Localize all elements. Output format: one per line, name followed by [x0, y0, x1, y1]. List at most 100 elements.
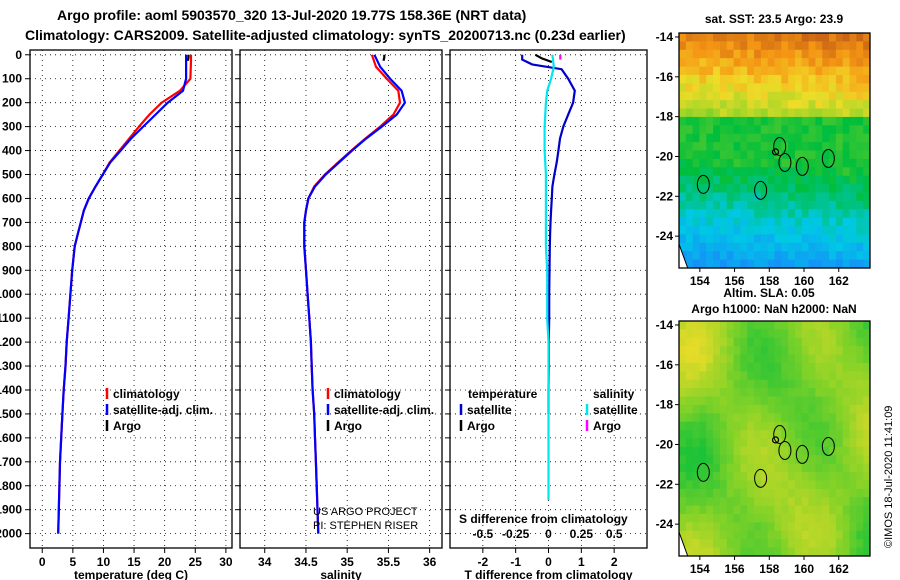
map-cell	[808, 125, 816, 135]
map-cell	[842, 234, 850, 244]
map-cell	[788, 150, 796, 160]
map-cell	[856, 446, 864, 456]
map-cell	[808, 539, 816, 548]
map-cell	[679, 66, 687, 76]
x-tick-label: 20	[158, 555, 172, 569]
map-cell	[733, 150, 741, 160]
x-tick-label: 5	[70, 555, 77, 569]
map-cell	[788, 116, 796, 126]
map-cell	[822, 125, 830, 135]
map-cell	[719, 167, 728, 177]
map-cell	[856, 514, 864, 523]
map-cell	[774, 530, 782, 540]
map-cell	[842, 522, 850, 532]
map-cell	[835, 446, 844, 456]
map-cell	[692, 337, 700, 347]
map-cell	[706, 480, 714, 490]
map-cell	[747, 354, 755, 364]
legend-label: climatology	[113, 387, 180, 401]
map-cell	[726, 150, 734, 160]
map-cell	[699, 184, 707, 193]
map-cell	[747, 530, 755, 540]
map-cell	[835, 200, 844, 210]
map-cell	[685, 116, 694, 126]
map-cell	[692, 175, 700, 185]
map-cell	[713, 430, 721, 439]
map-cell	[685, 217, 694, 227]
map-cell	[699, 209, 707, 219]
map-cell	[713, 58, 721, 67]
map-cell	[774, 234, 782, 244]
map-cell	[699, 547, 707, 557]
map-cell	[794, 167, 803, 177]
map-cell	[706, 242, 714, 252]
map-cell	[726, 346, 734, 355]
map-cell	[794, 200, 803, 210]
map-cell	[733, 446, 741, 456]
map-cell	[849, 217, 857, 227]
map-cell	[733, 388, 741, 397]
map-cell	[760, 91, 769, 101]
map-cell	[829, 404, 837, 414]
map-cell	[815, 167, 823, 177]
map-cell	[801, 396, 810, 406]
map-cell	[829, 192, 837, 202]
x-tick-label: 34.5	[294, 555, 318, 569]
map-cell	[679, 91, 687, 101]
map-cell	[815, 184, 823, 193]
map-cell	[699, 388, 707, 397]
map-cell	[822, 329, 830, 339]
x-axis-label: T difference from climatology	[464, 568, 632, 580]
map-cell	[842, 396, 850, 406]
map-cell	[767, 438, 775, 448]
map-cell	[794, 192, 803, 202]
map-cell	[815, 488, 823, 498]
map-cell	[835, 100, 844, 109]
legend-label: Argo	[467, 419, 495, 433]
map-cell	[767, 184, 775, 193]
map-cell	[733, 396, 741, 406]
map-cell	[849, 539, 857, 548]
map-cell	[856, 116, 864, 126]
sla-map: 154 156 158 160 162-14-16-18-20-22-24Altim. …	[656, 286, 871, 576]
map-cell	[842, 388, 850, 397]
map-cell	[733, 354, 741, 364]
map-cell	[822, 480, 830, 490]
map-cell	[863, 125, 871, 135]
map-cell	[815, 337, 823, 347]
map-cell	[767, 242, 775, 252]
map-cell	[788, 421, 796, 431]
map-cell	[781, 430, 789, 439]
map-cell	[706, 142, 714, 151]
map-cell	[726, 58, 734, 67]
map-cell	[835, 329, 844, 339]
map-cell	[863, 413, 871, 423]
map-cell	[808, 66, 816, 76]
map-cell	[822, 404, 830, 414]
map-cell	[822, 259, 830, 269]
map-cell	[801, 404, 810, 414]
map-cell	[719, 379, 728, 389]
map-cell	[774, 463, 782, 473]
map-cell	[699, 362, 707, 372]
s-tick-label: 0	[545, 527, 552, 541]
map-cell	[679, 41, 687, 51]
map-cell	[733, 514, 741, 523]
map-cell	[740, 539, 748, 548]
map-cell	[863, 530, 871, 540]
map-cell	[774, 108, 782, 118]
map-cell	[815, 74, 823, 84]
map-cell	[842, 329, 850, 339]
map-cell	[856, 58, 864, 67]
map-cell	[815, 100, 823, 109]
y-tick-label: 400	[2, 144, 22, 158]
map-cell	[699, 379, 707, 389]
map-cell	[713, 133, 721, 143]
map-cell	[767, 480, 775, 490]
y-tick-label: -16	[656, 70, 674, 84]
coastline	[773, 137, 787, 157]
map-cell	[863, 217, 871, 227]
map-cell	[706, 226, 714, 235]
map-cell	[747, 362, 755, 372]
map-cell	[781, 488, 789, 498]
